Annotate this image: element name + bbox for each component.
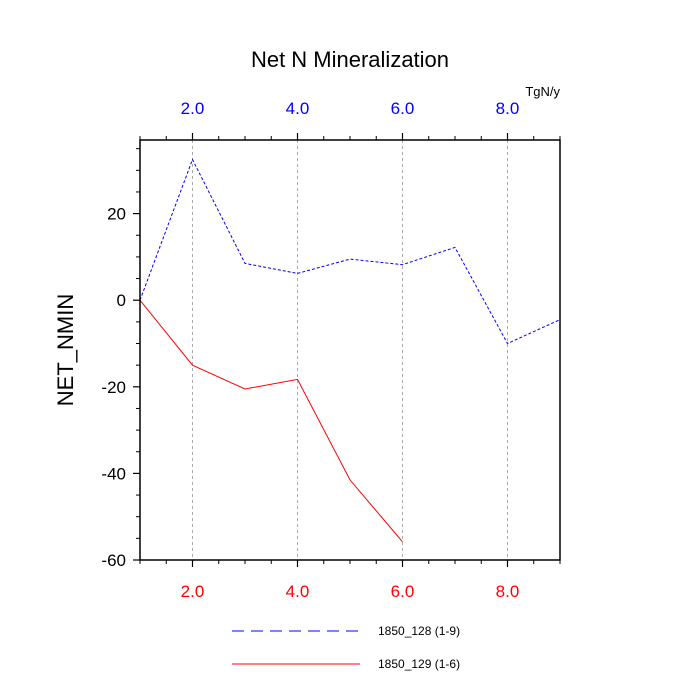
legend-label-0: 1850_128 (1-9) [378, 624, 460, 638]
gridlines [192, 140, 508, 560]
y-tick-label-2: -20 [101, 378, 126, 397]
y-tick-label-4: 20 [107, 205, 126, 224]
x-bottom-tick-label-3: 8.0 [496, 582, 520, 601]
x-top-tick-label-3: 8.0 [496, 99, 520, 118]
units-label: TgN/y [525, 84, 560, 99]
series-line-0 [139, 158, 561, 345]
x-top-tick-label-0: 2.0 [181, 99, 205, 118]
y-axis-label: NET_NMIN [53, 294, 78, 406]
x-bottom-tick-label-0: 2.0 [181, 582, 205, 601]
x-bottom-tick-label-2: 6.0 [391, 582, 415, 601]
x-bottom-tick-label-1: 4.0 [286, 582, 310, 601]
x-top-tick-label-2: 6.0 [391, 99, 415, 118]
y-tick-label-3: 0 [117, 291, 126, 310]
legend: 1850_128 (1-9) 1850_129 (1-6) [232, 624, 460, 671]
legend-label-1: 1850_129 (1-6) [378, 657, 460, 671]
y-tick-label-1: -40 [101, 464, 126, 483]
series-lines [139, 158, 561, 543]
chart-title: Net N Mineralization [251, 47, 449, 72]
series-line-1 [139, 299, 403, 543]
plot-frame [139, 139, 561, 561]
x-top-tick-label-1: 4.0 [286, 99, 310, 118]
y-tick-label-0: -60 [101, 551, 126, 570]
axes: -60 -40 -20 0 20 2.0 2.0 4.0 4.0 6.0 6.0 8.0 8.0 [101, 99, 561, 601]
